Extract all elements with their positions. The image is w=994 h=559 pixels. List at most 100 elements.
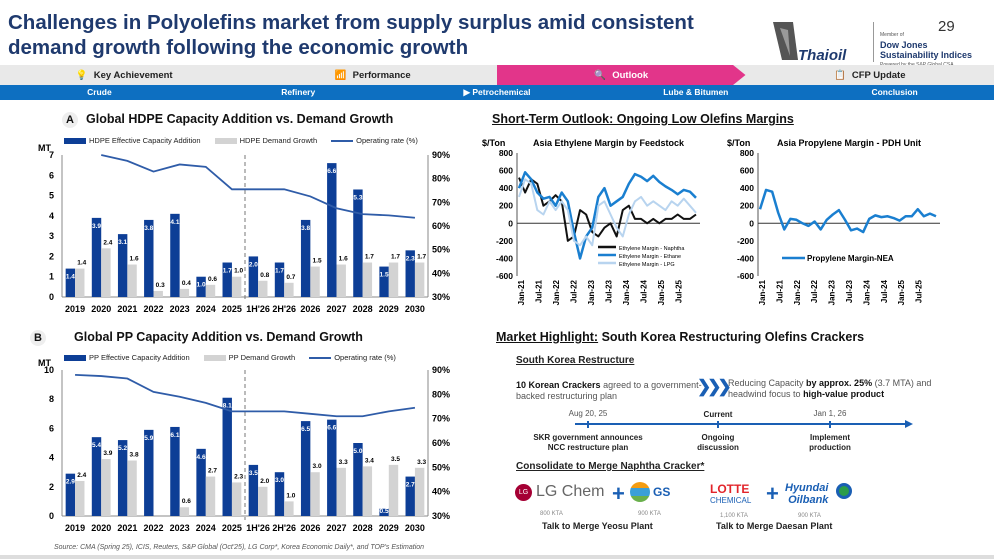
legend-label: Operating rate (%) xyxy=(356,136,418,145)
demand-data-label: 1.0 xyxy=(234,268,243,275)
demand-bar xyxy=(362,466,373,516)
x-tick-label: 2H'26 xyxy=(272,523,296,533)
y2-tick-label: 90% xyxy=(432,150,450,160)
demand-bar xyxy=(284,282,294,297)
x-tick-label: Jul-25 xyxy=(915,279,924,303)
margin-line xyxy=(517,171,697,260)
demand-data-label: 2.3 xyxy=(234,473,243,480)
x-tick-label: 2030 xyxy=(405,523,425,533)
nav-key-achievement[interactable]: 💡 Key Achievement xyxy=(0,65,249,85)
x-tick-label: Jul-22 xyxy=(810,279,819,303)
demand-bar xyxy=(388,464,399,516)
x-tick-label: Jan-24 xyxy=(622,279,631,305)
y-axis-label: $/Ton xyxy=(482,138,505,148)
y-tick-label: 4 xyxy=(49,211,54,221)
subnav-crude[interactable]: Crude xyxy=(87,87,112,97)
x-tick-label: Jan-22 xyxy=(552,279,561,305)
demand-data-label: 1.6 xyxy=(339,256,348,263)
capacity-bar xyxy=(144,219,154,297)
x-tick-label: 2023 xyxy=(170,304,190,314)
y2-tick-label: 80% xyxy=(432,389,450,399)
demand-bar xyxy=(388,262,399,297)
section-badge: A xyxy=(62,112,78,128)
timeline-arrow xyxy=(575,420,913,428)
demand-bar xyxy=(336,264,346,297)
bar-chart-icon: 📶 xyxy=(334,69,347,81)
capacity-data-label: 1.7 xyxy=(223,268,232,275)
capacity: 1,100 KTA xyxy=(720,513,748,519)
section-title: Global PP Capacity Addition vs. Demand G… xyxy=(74,330,363,344)
plus-icon: + xyxy=(612,481,625,506)
x-tick-label: 2030 xyxy=(405,304,425,314)
capacity-bar xyxy=(274,472,285,516)
x-tick-label: 1H'26 xyxy=(246,523,270,533)
subnav-petrochemical[interactable]: ▶ Petrochemical xyxy=(398,85,597,100)
capacity-data-label: 3.9 xyxy=(92,223,101,230)
nav-performance[interactable]: 📶 Performance xyxy=(249,65,498,85)
demand-data-label: 0.3 xyxy=(156,282,165,289)
demand-bar xyxy=(101,248,111,297)
legend-label: Ethylene Margin - LPG xyxy=(619,262,675,268)
capacity-data-label: 3.8 xyxy=(301,225,310,232)
capacity-bar xyxy=(91,217,102,297)
x-tick-label: 2022 xyxy=(143,523,163,533)
text: (3.7 MTA) and headwind focus to xyxy=(728,378,932,399)
demand-bar xyxy=(205,284,216,297)
y-tick-label: 7 xyxy=(49,150,54,160)
nav-outlook[interactable]: 🔍 Outlook xyxy=(497,65,746,85)
demand-data-label: 3.3 xyxy=(339,459,348,466)
y-tick-label: 600 xyxy=(740,166,754,176)
y2-tick-label: 40% xyxy=(432,268,450,278)
pp-legend: PP Effective Capacity Addition PP Demand… xyxy=(64,353,396,362)
subnav-refinery[interactable]: Refinery xyxy=(281,87,316,97)
nav-cfp-update[interactable]: 📋 CFP Update xyxy=(746,65,994,85)
demand-bar xyxy=(75,268,85,297)
timeline-date: Aug 20, 25 xyxy=(568,409,608,418)
company-name-2: Oilbank xyxy=(788,494,829,506)
text: agreed to a government-backed restructur… xyxy=(516,380,702,401)
demand-data-label: 2.4 xyxy=(77,472,86,479)
capacity-bar xyxy=(248,256,259,297)
capacity-bar xyxy=(405,250,415,297)
dow-jones-logo: Member of Dow Jones Sustainability Indic… xyxy=(880,30,975,70)
company-name-2: CHEMICAL xyxy=(710,496,752,505)
demand-bar xyxy=(310,266,320,297)
legend-label: PP Effective Capacity Addition xyxy=(89,353,190,362)
demand-bar xyxy=(258,280,268,297)
capacity-bar xyxy=(274,262,285,297)
x-tick-label: 2020 xyxy=(91,523,111,533)
capacity-bar xyxy=(170,426,180,516)
gs-icon xyxy=(630,482,650,502)
x-tick-label: 2019 xyxy=(65,523,85,533)
x-tick-label: Jul-21 xyxy=(535,279,544,303)
page-number: 29 xyxy=(938,18,955,35)
x-tick-label: 2023 xyxy=(170,523,190,533)
demand-bar xyxy=(310,472,320,516)
demand-bar xyxy=(205,476,216,516)
y-tick-label: 600 xyxy=(499,166,513,176)
legend-label: HDPE Demand Growth xyxy=(239,136,318,145)
capacity-data-label: 5.9 xyxy=(144,435,153,442)
y-tick-label: 400 xyxy=(740,183,754,193)
demand-data-label: 1.7 xyxy=(417,254,426,261)
capacity-data-label: 5.4 xyxy=(92,442,101,449)
legend-item: Operating rate (%) xyxy=(309,353,396,362)
demand-bar xyxy=(231,276,242,297)
capacity-data-label: 5.2 xyxy=(118,445,127,452)
document-icon: 📋 xyxy=(833,69,846,81)
y-tick-label: -400 xyxy=(496,253,513,263)
x-tick-label: Jan-23 xyxy=(828,279,837,305)
operating-rate-line xyxy=(101,154,416,219)
x-tick-label: Jul-22 xyxy=(570,279,579,303)
subnav-conclusion[interactable]: Conclusion xyxy=(871,87,918,97)
capacity-data-label: 2.9 xyxy=(66,479,75,486)
x-tick-label: 2025 xyxy=(222,304,242,314)
timeline-event: Implement production xyxy=(809,433,851,452)
nav-label: Performance xyxy=(352,69,411,81)
demand-data-label: 3.4 xyxy=(365,457,374,464)
gs-logo: GS xyxy=(630,482,670,502)
capacity-data-label: 2.7 xyxy=(406,482,415,489)
capacity-data-label: 1.0 xyxy=(197,282,206,289)
x-tick-label: 2021 xyxy=(117,304,137,314)
subnav-lube-bitumen[interactable]: Lube & Bitumen xyxy=(663,87,729,97)
